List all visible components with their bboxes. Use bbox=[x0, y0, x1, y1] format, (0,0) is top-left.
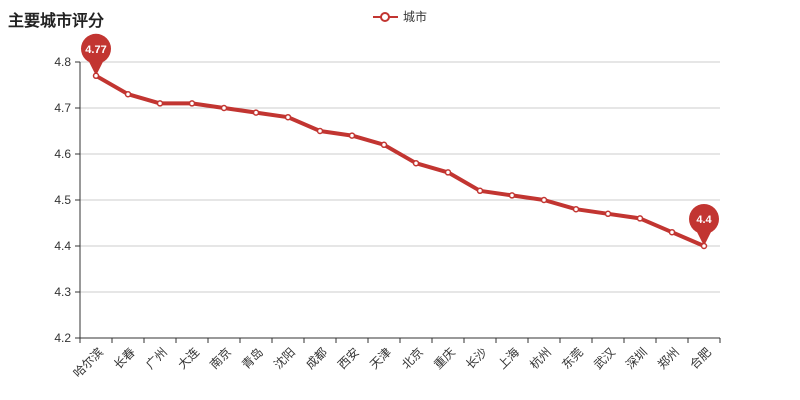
x-axis-label: 深圳 bbox=[623, 345, 650, 372]
data-point-marker[interactable] bbox=[412, 159, 420, 167]
chart-title: 主要城市评分 bbox=[8, 13, 105, 30]
y-axis-tick-label: 4.5 bbox=[54, 193, 71, 207]
x-axis-label: 南京 bbox=[206, 344, 234, 372]
data-point-marker[interactable] bbox=[540, 196, 548, 204]
x-axis-label: 上海 bbox=[494, 344, 522, 372]
data-point-marker[interactable] bbox=[380, 141, 388, 149]
x-axis-label: 大连 bbox=[174, 344, 202, 372]
x-axis-label: 沈阳 bbox=[270, 344, 298, 372]
x-axis-label: 东莞 bbox=[559, 345, 586, 372]
x-axis-label: 长沙 bbox=[463, 345, 490, 372]
x-axis-label: 西安 bbox=[334, 344, 362, 372]
data-point-marker[interactable] bbox=[636, 215, 644, 222]
x-axis-label: 郑州 bbox=[654, 344, 682, 372]
data-point-marker[interactable] bbox=[444, 169, 452, 176]
x-axis-label: 武汉 bbox=[591, 345, 618, 372]
legend-item-city[interactable]: 城市 bbox=[372, 8, 428, 25]
data-point-marker[interactable] bbox=[700, 242, 708, 250]
data-point-marker[interactable] bbox=[604, 210, 612, 218]
y-axis-tick-label: 4.3 bbox=[54, 285, 71, 299]
x-axis-label: 广州 bbox=[143, 345, 170, 372]
data-point-marker[interactable] bbox=[668, 228, 676, 236]
data-point-marker[interactable] bbox=[348, 132, 356, 139]
data-point-marker[interactable] bbox=[316, 127, 324, 135]
legend-label[interactable]: 城市 bbox=[402, 10, 428, 24]
data-point-marker[interactable] bbox=[252, 109, 260, 116]
data-point-marker[interactable] bbox=[476, 187, 484, 195]
x-axis-label: 哈尔滨 bbox=[70, 344, 106, 380]
legend-line-circle-icon bbox=[372, 11, 398, 23]
series-line-city[interactable] bbox=[94, 73, 706, 248]
x-axis-label: 长春 bbox=[111, 345, 138, 372]
markpoint-pin-tail-min[interactable] bbox=[697, 232, 711, 246]
data-point-marker[interactable] bbox=[572, 205, 580, 213]
markpoint-label-min: 4.4 bbox=[696, 214, 712, 226]
x-axis-label: 杭州 bbox=[526, 344, 554, 372]
data-point-marker[interactable] bbox=[188, 100, 196, 107]
data-point-marker[interactable] bbox=[508, 192, 516, 199]
x-axis-label: 成都 bbox=[303, 345, 330, 372]
x-axis-label: 重庆 bbox=[431, 345, 458, 372]
data-point-marker[interactable] bbox=[156, 100, 164, 107]
markpoint-pin-tail-max[interactable] bbox=[89, 61, 103, 76]
markpoint-label-max: 4.77 bbox=[85, 44, 106, 56]
y-axis-tick-label: 4.8 bbox=[54, 55, 71, 69]
data-point-marker[interactable] bbox=[220, 104, 228, 112]
y-axis-tick-label: 4.6 bbox=[54, 147, 71, 161]
y-axis-tick-label: 4.2 bbox=[54, 331, 71, 345]
data-point-marker[interactable] bbox=[284, 113, 292, 121]
x-axis-label: 青岛 bbox=[238, 344, 266, 372]
markpoint-pin-min[interactable] bbox=[689, 204, 719, 234]
y-axis-tick-label: 4.7 bbox=[54, 101, 71, 115]
markpoint-pin-max[interactable] bbox=[81, 33, 111, 64]
x-axis-label: 北京 bbox=[399, 345, 426, 372]
data-point-marker[interactable] bbox=[124, 90, 132, 98]
x-axis-label: 合肥 bbox=[686, 344, 714, 372]
x-axis-label: 天津 bbox=[367, 345, 394, 372]
y-axis-tick-label: 4.4 bbox=[54, 239, 71, 253]
data-point-marker[interactable] bbox=[92, 72, 100, 80]
